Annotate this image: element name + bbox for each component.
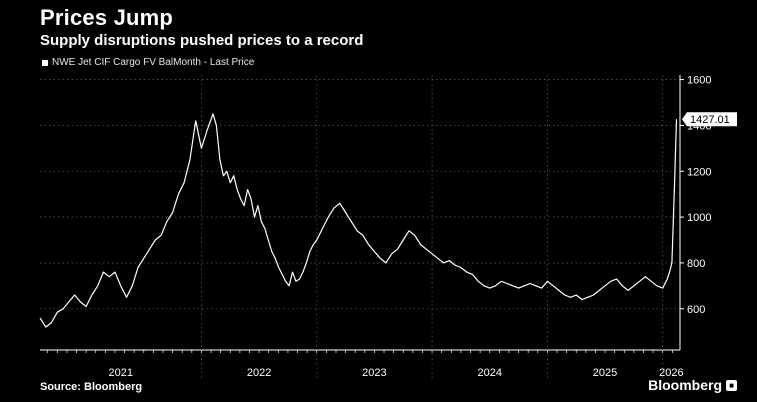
bloomberg-b-icon: ■ (726, 379, 737, 391)
x-tick-label-2021: 2021 (108, 367, 132, 379)
last-value-label: 1427.01 (690, 114, 730, 126)
x-tick-label-2023: 2023 (362, 367, 386, 379)
brand-name: Bloomberg (648, 377, 722, 393)
y-tick-label-800: 800 (687, 258, 705, 270)
chart-subtitle: Supply disruptions pushed prices to a re… (40, 32, 364, 49)
legend: NWE Jet CIF Cargo FV BalMonth - Last Pri… (42, 57, 254, 68)
legend-label: NWE Jet CIF Cargo FV BalMonth - Last Pri… (52, 57, 255, 68)
brand-logo: Bloomberg ■ (648, 377, 737, 393)
x-tick-label-2026: 2026 (659, 367, 683, 379)
x-tick-label-2025: 2025 (593, 367, 617, 379)
y-tick-label-600: 600 (687, 304, 705, 316)
last-value-flag (682, 112, 737, 127)
x-tick-label-2024: 2024 (477, 367, 501, 379)
legend-swatch (42, 59, 48, 66)
y-tick-label-1600: 1600 (687, 75, 711, 87)
source-label: Source: Bloomberg (40, 381, 143, 393)
x-tick-label-2022: 2022 (247, 367, 271, 379)
price-line (39, 113, 678, 328)
chart-title: Prices Jump (40, 5, 174, 30)
y-tick-label-1200: 1200 (687, 166, 711, 178)
y-tick-label-1000: 1000 (687, 212, 711, 224)
